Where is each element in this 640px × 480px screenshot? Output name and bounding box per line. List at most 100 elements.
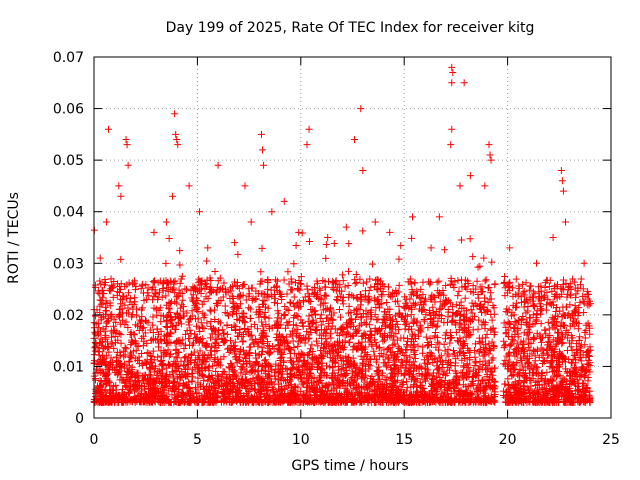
- data-point: [163, 316, 171, 324]
- data-point: [260, 327, 268, 335]
- data-point: [570, 379, 578, 387]
- data-point: [582, 349, 590, 357]
- data-point: [571, 370, 579, 378]
- data-point: [471, 312, 479, 320]
- data-point: [113, 357, 121, 365]
- data-point: [512, 291, 520, 299]
- data-point: [544, 295, 552, 303]
- data-point: [308, 355, 316, 363]
- data-point: [247, 323, 255, 331]
- data-point: [352, 294, 360, 302]
- data-point: [91, 339, 99, 347]
- data-point: [259, 328, 267, 336]
- data-point: [290, 293, 298, 301]
- data-point: [345, 267, 353, 275]
- data-point: [464, 277, 472, 285]
- data-point: [501, 284, 509, 292]
- data-point: [367, 355, 375, 363]
- data-point: [358, 365, 366, 373]
- data-point: [445, 380, 453, 388]
- data-point: [411, 279, 419, 287]
- data-point: [296, 353, 304, 361]
- data-point: [311, 391, 319, 399]
- data-point: [541, 326, 549, 334]
- data-point: [202, 383, 210, 391]
- data-point: [330, 285, 338, 293]
- data-point: [321, 326, 329, 334]
- data-point: [293, 332, 301, 340]
- data-point: [354, 295, 362, 303]
- data-point: [446, 329, 454, 337]
- data-point: [390, 333, 398, 341]
- data-point: [231, 239, 239, 247]
- data-point: [266, 392, 274, 400]
- data-point: [330, 239, 338, 247]
- data-point: [548, 363, 556, 371]
- data-point: [561, 398, 569, 406]
- data-point: [167, 350, 175, 358]
- data-point: [267, 362, 275, 370]
- data-point: [462, 307, 470, 315]
- data-point: [338, 378, 346, 386]
- data-point: [544, 341, 552, 349]
- data-point: [560, 286, 568, 294]
- data-point: [179, 296, 187, 304]
- data-point: [408, 305, 416, 313]
- data-point: [504, 362, 512, 370]
- data-point: [248, 331, 256, 339]
- data-point: [372, 304, 380, 312]
- data-point: [395, 326, 403, 334]
- data-point: [273, 299, 281, 307]
- data-point: [273, 330, 281, 338]
- data-point: [303, 141, 311, 149]
- data-point: [486, 345, 494, 353]
- data-point: [440, 388, 448, 396]
- data-point: [435, 277, 443, 285]
- data-point: [479, 304, 487, 312]
- data-point: [435, 213, 443, 221]
- data-point: [500, 337, 508, 345]
- data-point: [211, 377, 219, 385]
- data-point: [145, 292, 153, 300]
- data-point: [366, 275, 374, 283]
- data-point: [524, 303, 532, 311]
- data-point: [554, 362, 562, 370]
- data-point: [314, 360, 322, 368]
- data-point: [533, 347, 541, 355]
- data-point: [507, 368, 515, 376]
- data-point: [480, 348, 488, 356]
- data-point: [576, 397, 584, 405]
- data-point: [395, 255, 403, 263]
- data-point: [389, 288, 397, 296]
- data-point: [114, 280, 122, 288]
- data-point: [487, 289, 495, 297]
- data-point: [408, 335, 416, 343]
- data-point: [550, 349, 558, 357]
- data-point: [348, 374, 356, 382]
- data-point: [289, 364, 297, 372]
- data-point: [357, 314, 365, 322]
- data-point: [102, 371, 110, 379]
- data-point: [568, 359, 576, 367]
- data-point: [137, 285, 145, 293]
- data-point: [212, 368, 220, 376]
- data-point: [280, 312, 288, 320]
- data-point: [255, 313, 263, 321]
- data-point: [469, 326, 477, 334]
- data-point: [572, 284, 580, 292]
- data-point: [533, 311, 541, 319]
- data-point: [160, 347, 168, 355]
- data-point: [500, 360, 508, 368]
- data-point: [239, 317, 247, 325]
- data-point: [109, 293, 117, 301]
- data-point: [565, 310, 573, 318]
- data-point: [466, 235, 474, 243]
- data-point: [100, 290, 108, 298]
- data-points: [90, 63, 594, 407]
- data-point: [385, 291, 393, 299]
- data-point: [328, 346, 336, 354]
- data-point: [464, 328, 472, 336]
- data-point: [288, 286, 296, 294]
- data-point: [378, 325, 386, 333]
- data-point: [226, 347, 234, 355]
